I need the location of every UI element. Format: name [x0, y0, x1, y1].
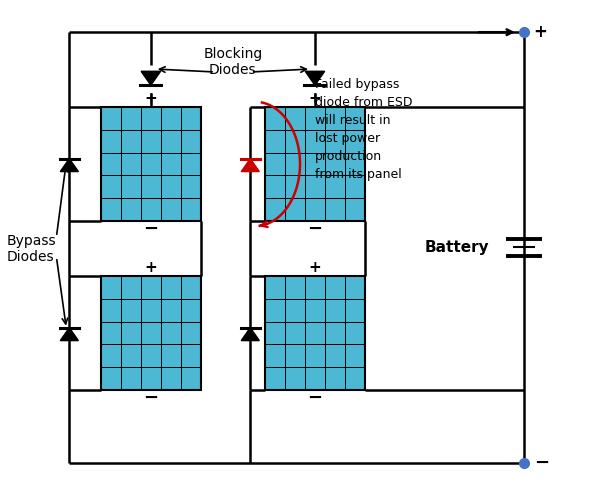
Polygon shape [60, 328, 79, 341]
Text: −: − [533, 454, 549, 472]
Text: +: + [533, 23, 548, 41]
Bar [265, 276, 365, 390]
Bar [101, 107, 200, 221]
Text: −: − [307, 389, 322, 407]
Text: −: − [307, 220, 322, 238]
Text: Bypass
Diodes: Bypass Diodes [7, 234, 56, 264]
Polygon shape [60, 158, 79, 172]
Text: −: − [143, 389, 158, 407]
Text: Battery: Battery [424, 240, 489, 255]
Text: Blocking
Diodes: Blocking Diodes [203, 47, 263, 77]
Text: +: + [308, 91, 321, 106]
Text: +: + [308, 260, 321, 276]
Text: −: − [143, 220, 158, 238]
Text: +: + [145, 91, 157, 106]
Polygon shape [241, 158, 259, 172]
Polygon shape [141, 71, 161, 85]
Bar [265, 107, 365, 221]
Text: Failed bypass
diode from ESD
will result in
lost power
production
from its panel: Failed bypass diode from ESD will result… [315, 78, 412, 181]
Polygon shape [305, 71, 325, 85]
Text: +: + [145, 260, 157, 276]
Polygon shape [241, 328, 259, 341]
Bar [101, 276, 200, 390]
